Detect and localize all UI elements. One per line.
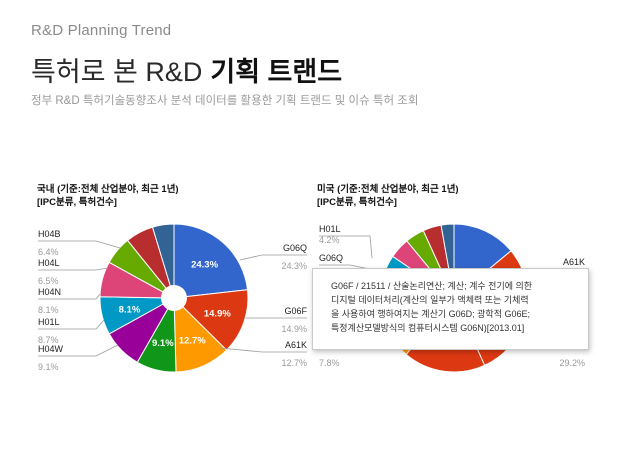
pie0-slice-0: [173, 223, 249, 299]
korea-outer-name-6: G06F: [284, 306, 307, 316]
korea-outer-pct-4: 9.1%: [38, 362, 59, 372]
korea-leader-5: [239, 254, 307, 261]
us-chart-title-line1: 미국 (기준:전체 산업분야, 최근 1년): [317, 184, 459, 195]
korea-chart-title-line1: 국내 (기준:전체 산업분야, 최근 1년): [37, 184, 179, 195]
page-title: 특허로 본 R&D 기획 트랜드: [31, 50, 342, 89]
tooltip-line-4: 특정계산모델방식의 컴퓨터시스템 G06N)[2013.01]: [331, 323, 525, 333]
us-outer-pct-4: 29.2%: [559, 358, 585, 368]
pie0-donut-hole: [161, 285, 187, 311]
korea-outer-pct-7: 12.7%: [281, 358, 307, 368]
title-regular: 특허로 본 R&D: [31, 57, 203, 87]
us-outer-name-1: G06Q: [319, 253, 343, 263]
page-kicker: R&D Planning Trend: [31, 22, 172, 39]
tooltip-line-3: 을 사용하여 행하여지는 계산기 G06D; 광학적 G06E;: [331, 309, 531, 319]
pie0-slice-label-2: 12.7%: [179, 336, 206, 347]
korea-leader-7: [219, 347, 307, 353]
us-chart-title-line2: [IPC분류, 특허건수]: [317, 197, 397, 208]
pie0-slice-label-5: 8.1%: [119, 305, 141, 316]
korea-outer-name-3: H01L: [38, 317, 60, 327]
korea-chart-title-line2: [IPC분류, 특허건수]: [37, 197, 117, 208]
us-outer-pct-0: 4.2%: [319, 235, 340, 245]
korea-leader-2: [38, 293, 101, 300]
korea-leader-0: [38, 240, 121, 249]
korea-leader-1: [38, 267, 109, 271]
korea-chart-title: 국내 (기준:전체 산업분야, 최근 1년) [IPC분류, 특허건수]: [37, 183, 179, 209]
korea-outer-pct-1: 6.5%: [38, 276, 59, 286]
korea-outer-pct-0: 6.4%: [38, 247, 59, 257]
korea-outer-name-4: H04W: [38, 344, 64, 354]
korea-outer-name-1: H04L: [38, 258, 60, 268]
us-outer-name-2: A61K: [563, 257, 585, 267]
ipc-tooltip: G06F / 21511 / 산술논리연산; 계산; 계수 전기에 의한 디지털…: [312, 268, 589, 350]
tooltip-line-1: G06F / 21511 / 산술논리연산; 계산; 계수 전기에 의한: [331, 281, 533, 291]
korea-outer-pct-3: 8.7%: [38, 335, 59, 345]
korea-leader-3: [38, 319, 105, 330]
title-bold: 기획 트랜드: [210, 57, 343, 87]
korea-outer-name-0: H04B: [38, 229, 61, 239]
pie0-slice-label-3: 9.1%: [152, 338, 174, 349]
us-chart-title: 미국 (기준:전체 산업분야, 최근 1년) [IPC분류, 특허건수]: [317, 183, 459, 209]
korea-outer-pct-5: 24.3%: [281, 261, 307, 271]
tooltip-line-2: 디지털 데이터처리(계산의 일부가 액체력 또는 기체력: [331, 295, 529, 305]
us-outer-name-0: H01L: [319, 224, 341, 234]
korea-outer-name-5: G06Q: [283, 243, 307, 253]
pie0-slice-label-0: 24.3%: [191, 259, 218, 270]
korea-outer-name-2: H04N: [38, 287, 61, 297]
korea-leader-4: [38, 344, 119, 357]
us-outer-pct-3: 7.8%: [319, 358, 340, 368]
pie0-slice-9: [151, 223, 175, 299]
korea-outer-pct-2: 8.1%: [38, 305, 59, 315]
page-subtitle: 정부 R&D 특허기술동향조사 분석 데이터를 활용한 기획 트랜드 및 이슈 …: [31, 95, 419, 107]
us-leader-0: [319, 235, 373, 259]
korea-outer-name-7: A61K: [285, 340, 307, 350]
korea-outer-pct-6: 14.9%: [281, 324, 307, 334]
pie0-slice-label-1: 14.9%: [204, 309, 231, 320]
